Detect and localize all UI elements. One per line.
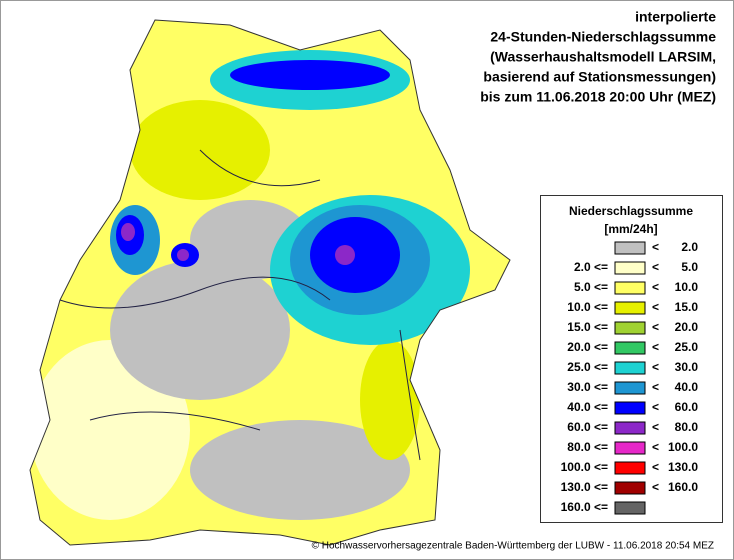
legend-op: < bbox=[652, 240, 659, 254]
legend-op: < bbox=[652, 260, 659, 274]
legend-op: < bbox=[652, 460, 659, 474]
legend-upper: 30.0 bbox=[675, 360, 699, 374]
legend-lower: 20.0 <= bbox=[567, 340, 608, 354]
legend-lower: 2.0 <= bbox=[574, 260, 608, 274]
legend-lower: 160.0 <= bbox=[561, 500, 608, 514]
legend-op: < bbox=[652, 300, 659, 314]
legend-swatch bbox=[614, 241, 646, 255]
legend-swatch bbox=[614, 501, 646, 515]
legend-swatch bbox=[614, 481, 646, 495]
legend-op: < bbox=[652, 440, 659, 454]
legend-upper: 20.0 bbox=[675, 320, 699, 334]
legend-op: < bbox=[652, 400, 659, 414]
legend-lower: 30.0 <= bbox=[567, 380, 608, 394]
legend-upper: 60.0 bbox=[675, 400, 699, 414]
legend-swatch bbox=[614, 281, 646, 295]
legend-title: Niederschlagssumme bbox=[569, 204, 693, 218]
legend-op: < bbox=[652, 320, 659, 334]
legend-op: < bbox=[652, 280, 659, 294]
legend-lower: 5.0 <= bbox=[574, 280, 608, 294]
legend-title: [mm/24h] bbox=[604, 222, 657, 236]
title-line: 24-Stunden-Niederschlagssumme bbox=[490, 29, 716, 45]
legend-swatch bbox=[614, 261, 646, 275]
legend-op: < bbox=[652, 340, 659, 354]
legend-upper: 2.0 bbox=[681, 240, 698, 254]
legend-swatch bbox=[614, 361, 646, 375]
legend-upper: 5.0 bbox=[681, 260, 698, 274]
legend-lower: 10.0 <= bbox=[567, 300, 608, 314]
legend-swatch bbox=[614, 341, 646, 355]
title-line: bis zum 11.06.2018 20:00 Uhr (MEZ) bbox=[480, 89, 716, 105]
legend-upper: 10.0 bbox=[675, 280, 699, 294]
legend-upper: 160.0 bbox=[668, 480, 698, 494]
legend-upper: 130.0 bbox=[668, 460, 698, 474]
legend-swatch bbox=[614, 421, 646, 435]
legend-upper: 40.0 bbox=[675, 380, 699, 394]
legend-swatch bbox=[614, 461, 646, 475]
footer: © Hochwasservorhersagezentrale Baden-Wür… bbox=[312, 541, 714, 552]
legend-op: < bbox=[652, 380, 659, 394]
legend-upper: 25.0 bbox=[675, 340, 699, 354]
legend-op: < bbox=[652, 360, 659, 374]
title-line: (Wasserhaushaltsmodell LARSIM, bbox=[490, 49, 716, 65]
legend-lower: 80.0 <= bbox=[567, 440, 608, 454]
legend-swatch bbox=[614, 301, 646, 315]
legend-op: < bbox=[652, 420, 659, 434]
title-line: interpolierte bbox=[635, 9, 716, 25]
legend-swatch bbox=[614, 441, 646, 455]
legend-lower: 60.0 <= bbox=[567, 420, 608, 434]
legend-upper: 100.0 bbox=[668, 440, 698, 454]
legend-swatch bbox=[614, 401, 646, 415]
legend-upper: 15.0 bbox=[675, 300, 699, 314]
legend-op: < bbox=[652, 480, 659, 494]
legend-swatch bbox=[614, 321, 646, 335]
legend-lower: 25.0 <= bbox=[567, 360, 608, 374]
legend-lower: 15.0 <= bbox=[567, 320, 608, 334]
legend-swatch bbox=[614, 381, 646, 395]
legend-upper: 80.0 bbox=[675, 420, 699, 434]
legend-lower: 100.0 <= bbox=[561, 460, 608, 474]
legend-lower: 40.0 <= bbox=[567, 400, 608, 414]
title-line: basierend auf Stationsmessungen) bbox=[483, 69, 716, 85]
legend-lower: 130.0 <= bbox=[561, 480, 608, 494]
